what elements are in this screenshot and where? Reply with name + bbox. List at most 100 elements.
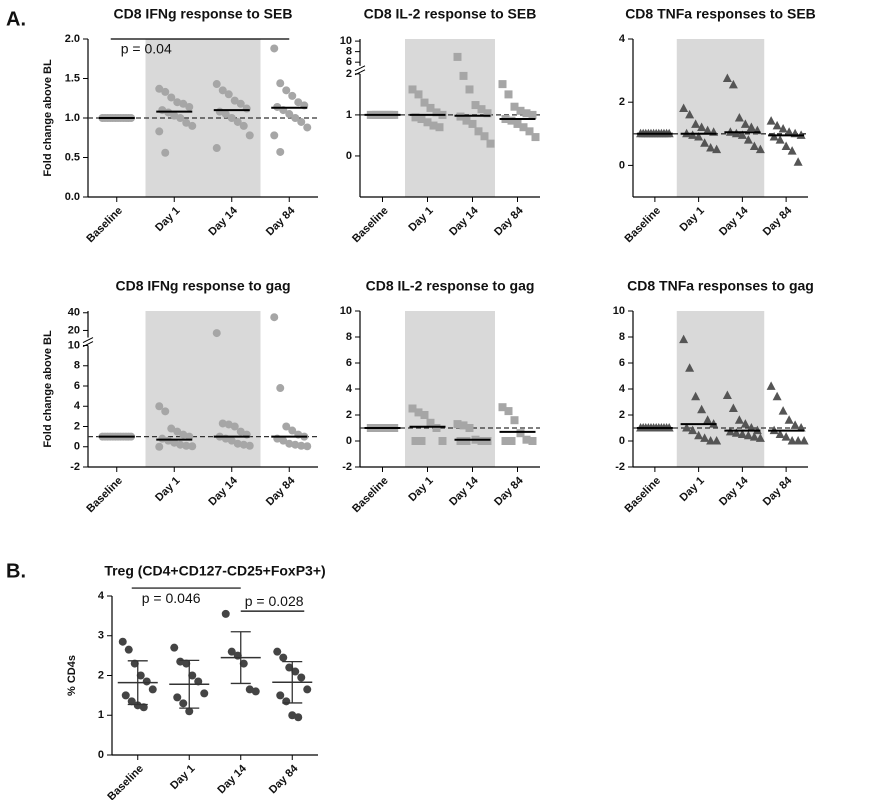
point (519, 123, 528, 132)
point (722, 390, 732, 399)
point (522, 109, 531, 118)
point (176, 114, 185, 122)
point (793, 157, 803, 166)
point (155, 402, 164, 411)
point (218, 419, 227, 428)
point (279, 653, 288, 662)
point (227, 436, 236, 445)
point (700, 433, 710, 442)
y-tick-label: 0 (346, 150, 352, 162)
y-tick-label: 8 (346, 46, 352, 58)
y-tick-label: 2 (346, 68, 352, 80)
point (734, 113, 744, 122)
point (438, 437, 447, 445)
point (796, 423, 806, 432)
x-tick-label: Day 14 (215, 762, 249, 796)
x-tick-label: Day 84 (761, 204, 795, 238)
point (740, 419, 750, 428)
x-tick-label: Day 84 (264, 204, 298, 238)
point (188, 671, 197, 680)
point (459, 71, 468, 80)
y-tick-label: 4 (98, 590, 105, 602)
point (221, 609, 230, 618)
point (793, 436, 803, 445)
point (285, 110, 294, 119)
point (429, 121, 438, 130)
point (728, 79, 738, 89)
point (303, 123, 312, 132)
point (426, 103, 435, 112)
point (766, 381, 776, 390)
point (303, 685, 312, 694)
point (700, 138, 710, 147)
point (294, 98, 303, 107)
point (755, 433, 765, 442)
point (230, 96, 239, 105)
point (411, 113, 420, 122)
point (706, 143, 716, 152)
point (694, 131, 704, 141)
point (236, 99, 245, 108)
x-tick-label: Day 1 (406, 475, 435, 504)
y-tick-label: 0 (74, 441, 80, 453)
point (531, 133, 540, 142)
point (276, 691, 285, 700)
point (459, 421, 468, 430)
point (185, 707, 194, 716)
point (691, 119, 701, 128)
point (471, 101, 480, 110)
x-tick-label: Day 14 (717, 204, 751, 238)
point (685, 109, 695, 119)
point (498, 80, 507, 89)
point (731, 428, 741, 437)
point (245, 131, 254, 140)
point (740, 119, 750, 128)
x-tick-label: Day 1 (168, 763, 197, 792)
point (697, 122, 707, 131)
x-tick-label: Day 1 (153, 205, 182, 234)
point (224, 420, 233, 429)
point (432, 424, 441, 432)
p-value: p = 0.046 (142, 590, 201, 606)
point (423, 118, 432, 127)
point (772, 391, 782, 401)
point (139, 703, 148, 712)
x-tick-label: Day 84 (492, 474, 526, 508)
point (155, 127, 164, 136)
point (432, 108, 441, 117)
point (722, 73, 732, 82)
x-tick-label: Day 84 (761, 474, 795, 508)
point (212, 329, 221, 338)
point (468, 119, 477, 128)
p-value: p = 0.028 (245, 593, 304, 609)
point (790, 420, 800, 429)
y-tick-label: 1 (346, 109, 352, 121)
point (426, 418, 435, 427)
y-tick-label: 3 (98, 630, 104, 642)
point (734, 415, 744, 424)
point (781, 432, 791, 441)
x-tick-label: Baseline (105, 763, 145, 800)
point (276, 79, 285, 88)
point (291, 440, 300, 449)
point (291, 667, 300, 676)
point (697, 404, 707, 414)
point (787, 146, 797, 155)
point (173, 98, 182, 107)
point (522, 435, 531, 444)
point (712, 436, 722, 445)
point (465, 424, 474, 432)
point (510, 102, 519, 111)
y-tick-label: 0 (619, 159, 625, 171)
point (712, 144, 722, 154)
point (233, 117, 242, 126)
axis-break (82, 337, 94, 343)
chart-title: CD8 IFNg response to gag (115, 278, 290, 294)
point (504, 407, 513, 416)
point (167, 424, 176, 433)
point (297, 441, 306, 450)
point (270, 44, 279, 53)
axis-break (82, 341, 94, 347)
y-tick-label: 6 (346, 357, 352, 369)
y-tick-label: 6 (619, 357, 625, 369)
